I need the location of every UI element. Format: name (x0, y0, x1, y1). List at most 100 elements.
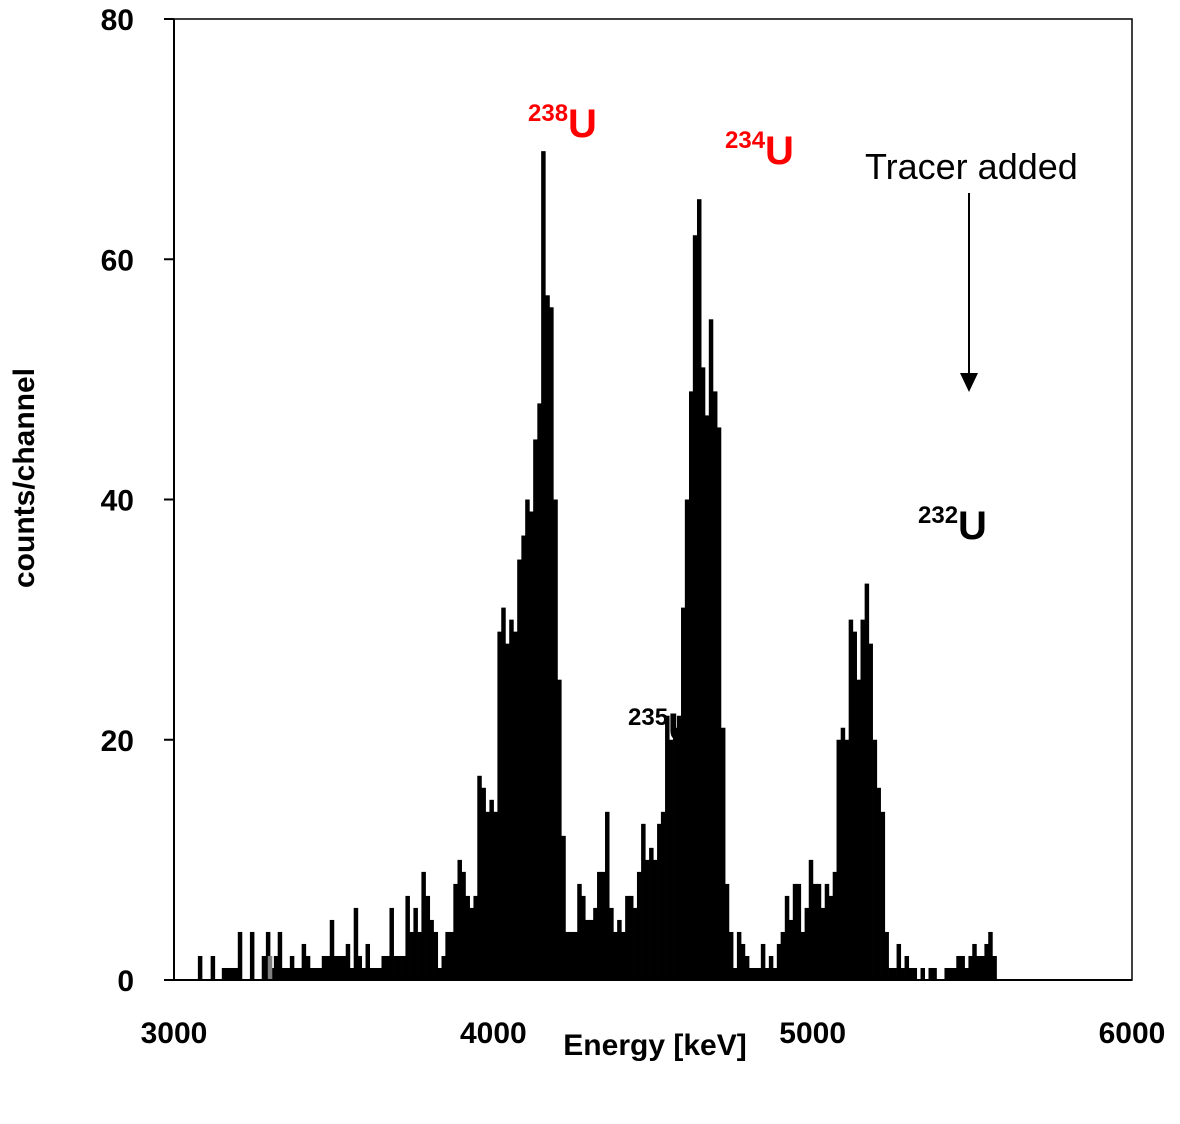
bar-70 (509, 619, 514, 981)
bar-96 (613, 931, 618, 980)
bar-13 (281, 967, 287, 980)
bar-102 (636, 871, 642, 980)
bar-118 (700, 367, 706, 980)
bar-148 (820, 907, 826, 980)
bar-129 (744, 955, 750, 980)
bar-183 (976, 955, 981, 980)
peak-label-235u: 235U (628, 704, 697, 750)
bar-94 (605, 811, 610, 980)
bar-65 (489, 799, 494, 980)
bar-19 (305, 955, 311, 980)
bar-98 (620, 931, 626, 980)
bar-165 (888, 967, 894, 980)
bar-121 (712, 391, 718, 980)
bar-5 (233, 967, 239, 980)
bar-182 (972, 943, 977, 980)
bar-172 (920, 967, 926, 980)
bar-75 (529, 511, 534, 980)
bar-15 (289, 955, 295, 980)
bar-113 (681, 607, 686, 980)
bar-185 (984, 943, 989, 980)
bar-159 (864, 583, 870, 980)
bar-156 (852, 631, 857, 980)
bar-175 (944, 967, 949, 980)
bar-173 (928, 967, 933, 980)
bar-1 (210, 955, 216, 980)
bar-69 (505, 643, 510, 980)
bar-160 (868, 643, 873, 980)
bar-25 (329, 919, 335, 980)
bar-27 (337, 955, 343, 980)
plot-area (173, 18, 1133, 981)
bar-114 (684, 499, 690, 980)
bar-181 (968, 955, 973, 980)
bar-32 (357, 955, 363, 980)
bar-117 (696, 199, 702, 980)
bar-14 (285, 967, 291, 980)
bar-95 (609, 907, 614, 980)
bar-157 (856, 679, 862, 980)
bar-89 (585, 919, 590, 980)
bar-79 (545, 295, 550, 980)
bar-170 (908, 967, 913, 980)
bar-36 (373, 967, 378, 980)
x-tick-label-2: 5000 (779, 1017, 846, 1050)
bar-78 (541, 151, 546, 980)
bar-155 (848, 619, 854, 981)
bar-177 (952, 967, 957, 980)
bar-161 (872, 739, 878, 980)
bar-97 (617, 919, 622, 980)
bar-20 (309, 967, 315, 980)
bar-145 (808, 859, 814, 981)
bar-34 (365, 943, 371, 980)
bar-6 (237, 931, 243, 980)
bar-85 (569, 931, 574, 980)
bar-16 (293, 967, 299, 980)
bar-21 (313, 967, 319, 980)
bar-137 (776, 943, 782, 980)
x-tick-label-1: 4000 (460, 1017, 527, 1050)
bar-130 (748, 967, 754, 980)
bar-47 (417, 931, 423, 980)
bar-8 (261, 955, 267, 980)
bar-33 (361, 967, 367, 980)
bar-158 (860, 619, 865, 981)
y-tick-label-2: 40 (101, 485, 134, 518)
bar-171 (912, 967, 918, 980)
bar-0 (197, 955, 203, 980)
bar-111 (673, 727, 678, 980)
y-tick-label-0: 0 (117, 965, 134, 998)
bar-104 (644, 859, 650, 981)
bar-125 (728, 931, 734, 980)
y-tick-label-3: 60 (101, 244, 134, 277)
bar-11 (273, 955, 279, 980)
bar-30 (349, 967, 355, 980)
bar-91 (593, 907, 598, 980)
bar-88 (581, 895, 586, 980)
bar-115 (689, 391, 694, 980)
bar-38 (381, 955, 386, 980)
bar-93 (601, 871, 606, 980)
bar-74 (525, 499, 530, 980)
bar-9 (265, 931, 271, 980)
bar-31 (353, 907, 359, 980)
bar-174 (932, 967, 937, 980)
bar-123 (720, 727, 726, 980)
bar-51 (433, 931, 439, 980)
bar-63 (481, 787, 486, 980)
y-ticks: 0 20 40 60 80 (101, 4, 174, 998)
bar-178 (956, 955, 961, 980)
bar-58 (461, 871, 466, 980)
y-tick-label-1: 20 (101, 725, 134, 758)
x-ticks: 3000 4000 5000 6000 (141, 1017, 1166, 1050)
bar-4 (229, 967, 235, 980)
bar-167 (896, 943, 902, 980)
bar-42 (397, 955, 402, 980)
bar-50 (429, 919, 434, 980)
bar-163 (880, 811, 886, 980)
bar-147 (816, 883, 822, 980)
bar-187 (992, 955, 997, 980)
y-axis-title: counts/channel (8, 368, 41, 588)
bar-116 (692, 235, 698, 981)
bar-72 (517, 559, 522, 980)
